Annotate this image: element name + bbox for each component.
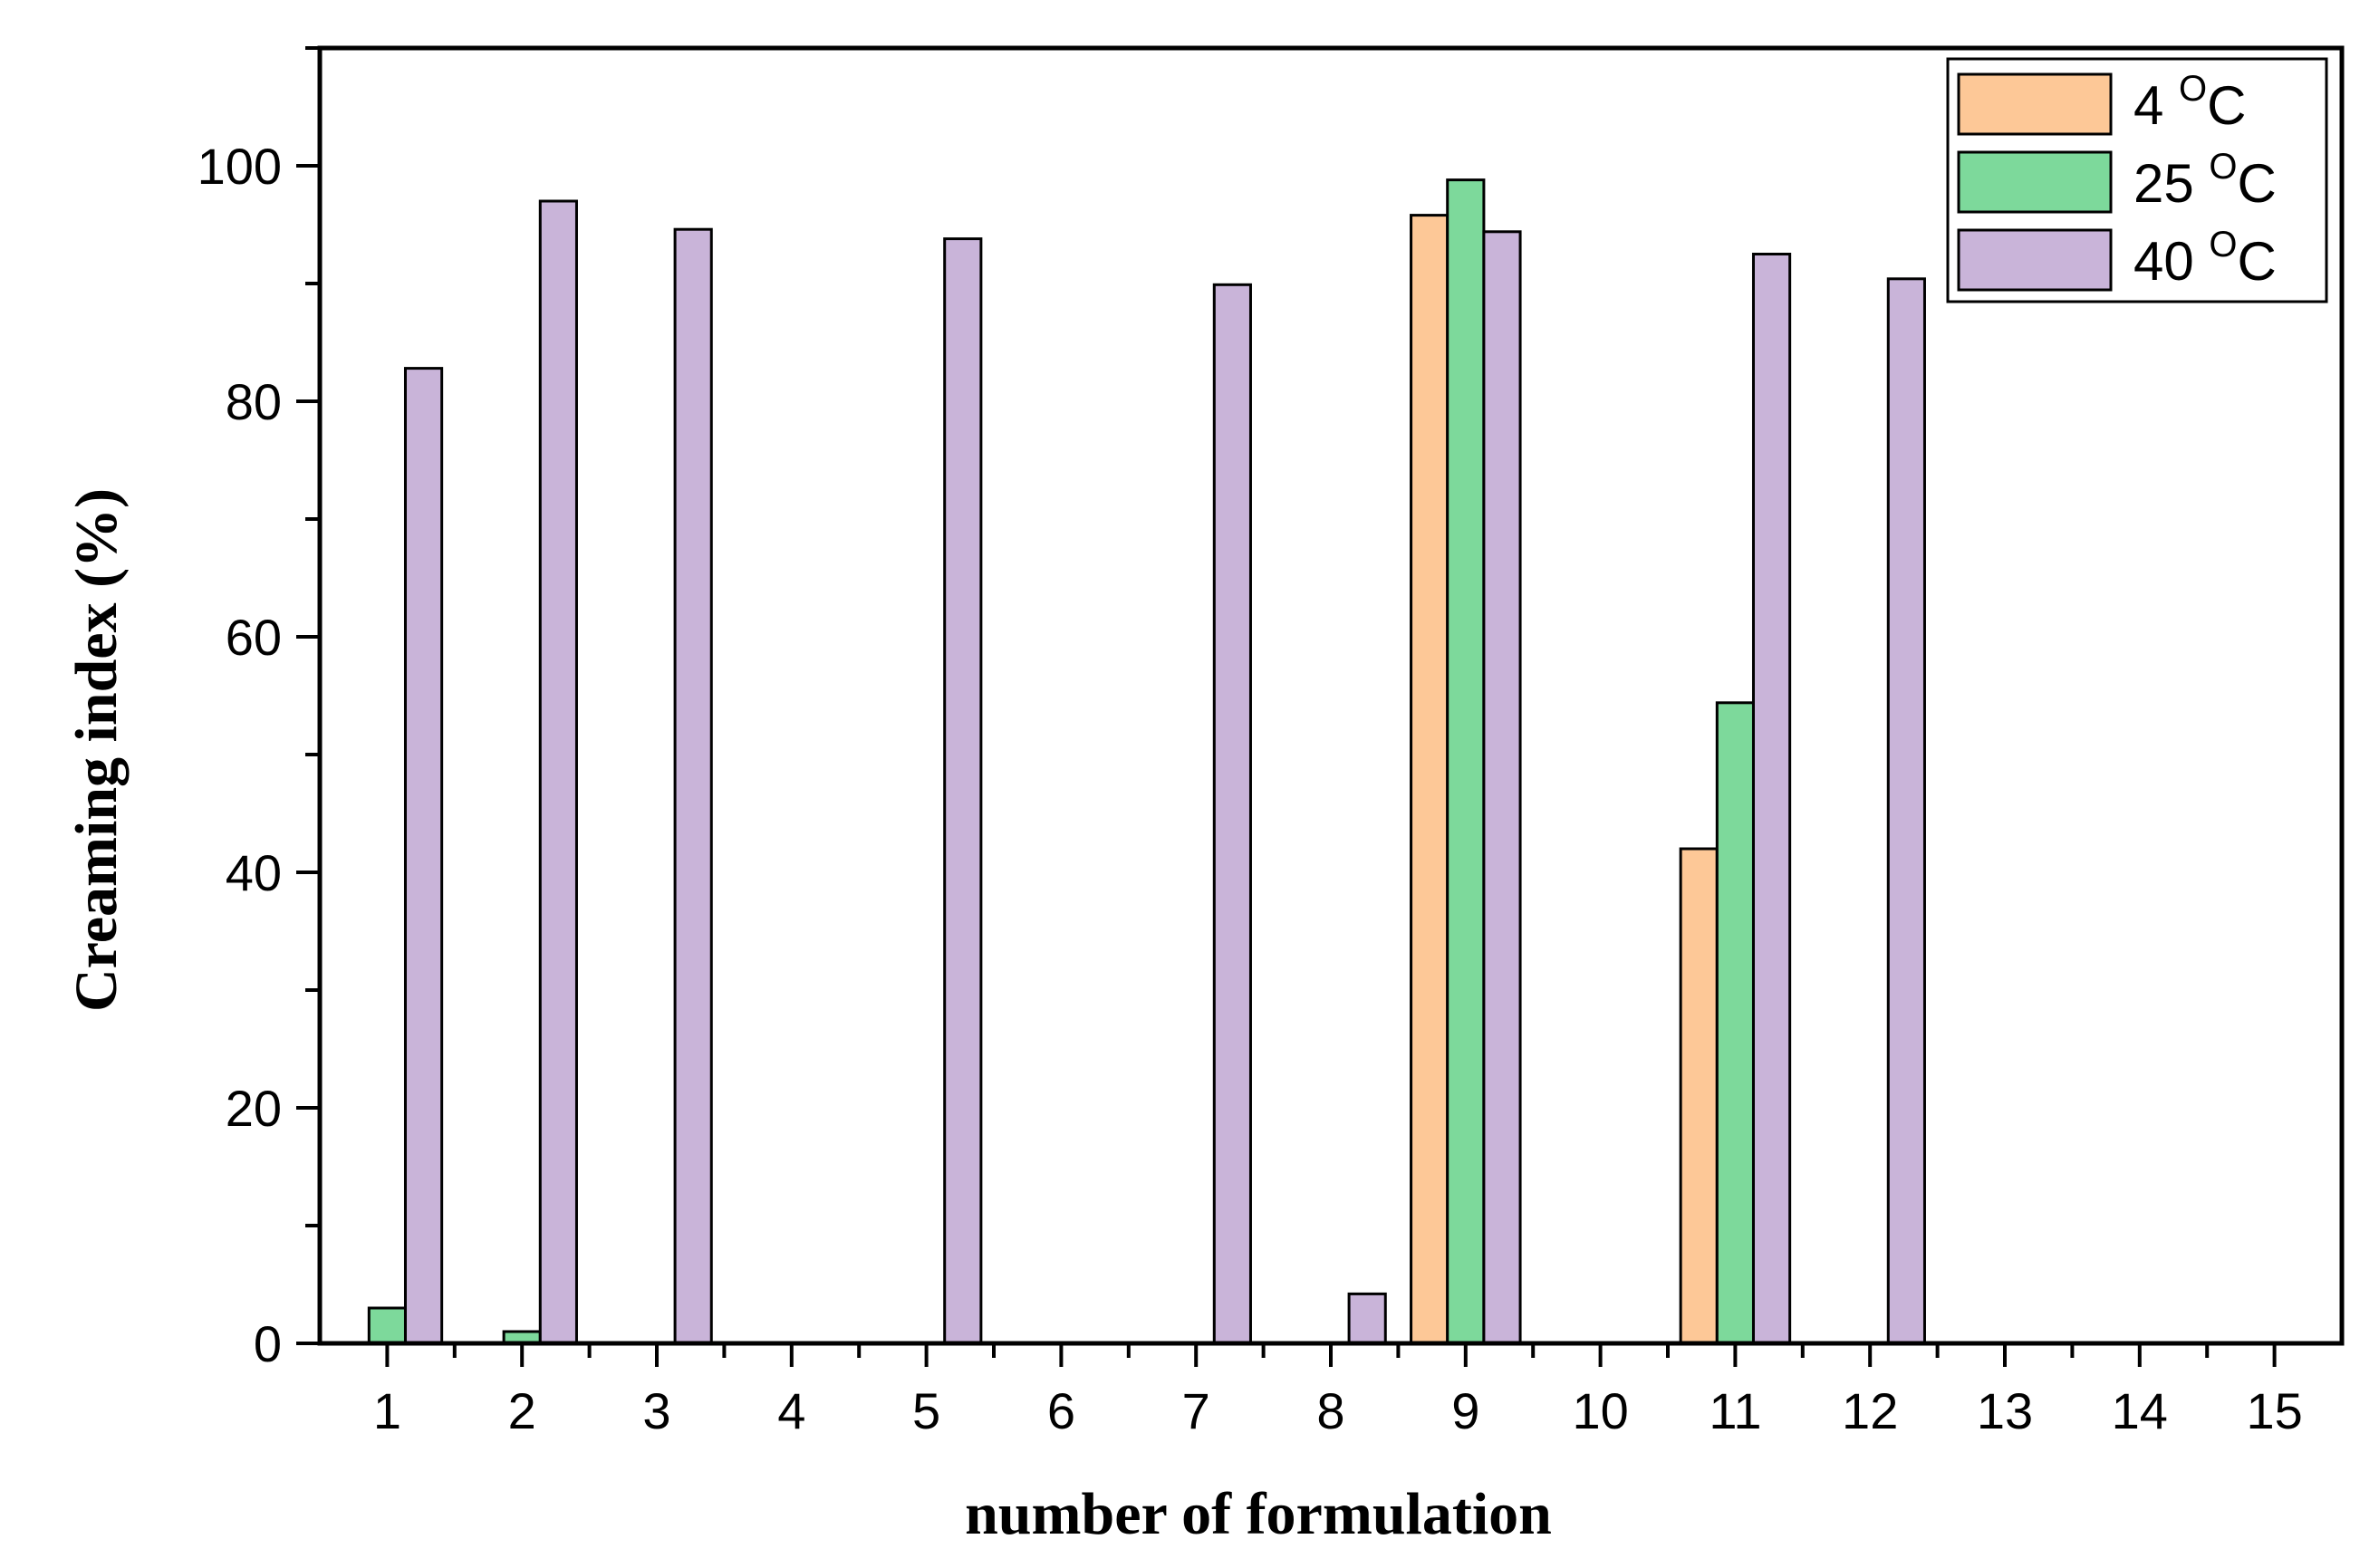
x-tick-label: 1 <box>373 1382 401 1439</box>
x-axis-ticks: 1 2 3 4 5 6 7 8 9 10 11 12 13 14 15 <box>373 1343 2303 1439</box>
bar-series-3-cat-1 <box>403 367 444 1345</box>
x-tick-label: 13 <box>1977 1382 2033 1439</box>
bar-series-3-cat-2 <box>538 199 578 1345</box>
bars <box>367 178 1926 1345</box>
bar-series-3-cat-8 <box>1347 1292 1387 1345</box>
x-tick-label: 5 <box>912 1382 940 1439</box>
legend-degree-sign: O <box>2209 147 2237 187</box>
y-axis-title: Creaming index (%) <box>63 488 130 1012</box>
x-tick-label: 4 <box>777 1382 805 1439</box>
bar-series-3-cat-3 <box>673 227 713 1345</box>
bar-series-2-cat-1 <box>367 1306 407 1345</box>
y-tick-label: 100 <box>197 138 282 195</box>
legend-label-unit: C <box>2207 75 2246 136</box>
y-tick-label: 80 <box>226 373 282 430</box>
legend-label-3: 40 OC <box>2133 225 2277 292</box>
legend-swatch-2 <box>1957 150 2113 214</box>
x-tick-label: 2 <box>508 1382 536 1439</box>
legend-label-unit: C <box>2238 153 2277 214</box>
x-tick-label: 6 <box>1047 1382 1075 1439</box>
x-tick-label: 12 <box>1842 1382 1898 1439</box>
x-tick-label: 8 <box>1316 1382 1344 1439</box>
y-tick-label: 40 <box>226 844 282 901</box>
x-tick-label: 14 <box>2112 1382 2168 1439</box>
legend-label-1: 4 OC <box>2133 69 2247 136</box>
legend-label-value: 4 <box>2133 75 2179 136</box>
legend-swatch-3 <box>1957 228 2113 292</box>
x-tick-label: 15 <box>2246 1382 2302 1439</box>
legend-degree-sign: O <box>2179 69 2207 109</box>
x-tick-label: 7 <box>1182 1382 1210 1439</box>
bar-series-3-cat-12 <box>1886 277 1926 1345</box>
legend-degree-sign: O <box>2209 225 2237 265</box>
y-tick-label: 0 <box>254 1315 282 1372</box>
y-tick-label: 60 <box>226 609 282 666</box>
y-axis-ticks: 0 20 40 60 80 100 <box>197 46 320 1372</box>
legend-label-unit: C <box>2238 231 2277 292</box>
x-tick-label: 9 <box>1451 1382 1479 1439</box>
bar-series-2-cat-9 <box>1446 178 1486 1345</box>
bar-series-2-cat-11 <box>1715 701 1755 1345</box>
legend-label-value: 25 <box>2133 153 2209 214</box>
x-tick-label: 11 <box>1709 1382 1761 1439</box>
x-axis-title: number of formulation <box>965 1481 1552 1547</box>
plot-frame <box>317 45 2345 1346</box>
bar-series-1-cat-11 <box>1679 847 1719 1345</box>
legend-swatch-1 <box>1957 72 2113 136</box>
bar-series-3-cat-9 <box>1482 230 1522 1345</box>
x-tick-label: 10 <box>1572 1382 1628 1439</box>
bar-series-3-cat-5 <box>943 237 983 1345</box>
bar-series-1-cat-9 <box>1410 214 1450 1345</box>
bar-series-3-cat-7 <box>1212 283 1252 1345</box>
y-tick-label: 20 <box>226 1080 282 1137</box>
legend-label-value: 40 <box>2133 231 2209 292</box>
bar-series-3-cat-11 <box>1751 253 1792 1345</box>
x-tick-label: 3 <box>642 1382 670 1439</box>
legend-label-2: 25 OC <box>2133 147 2277 214</box>
